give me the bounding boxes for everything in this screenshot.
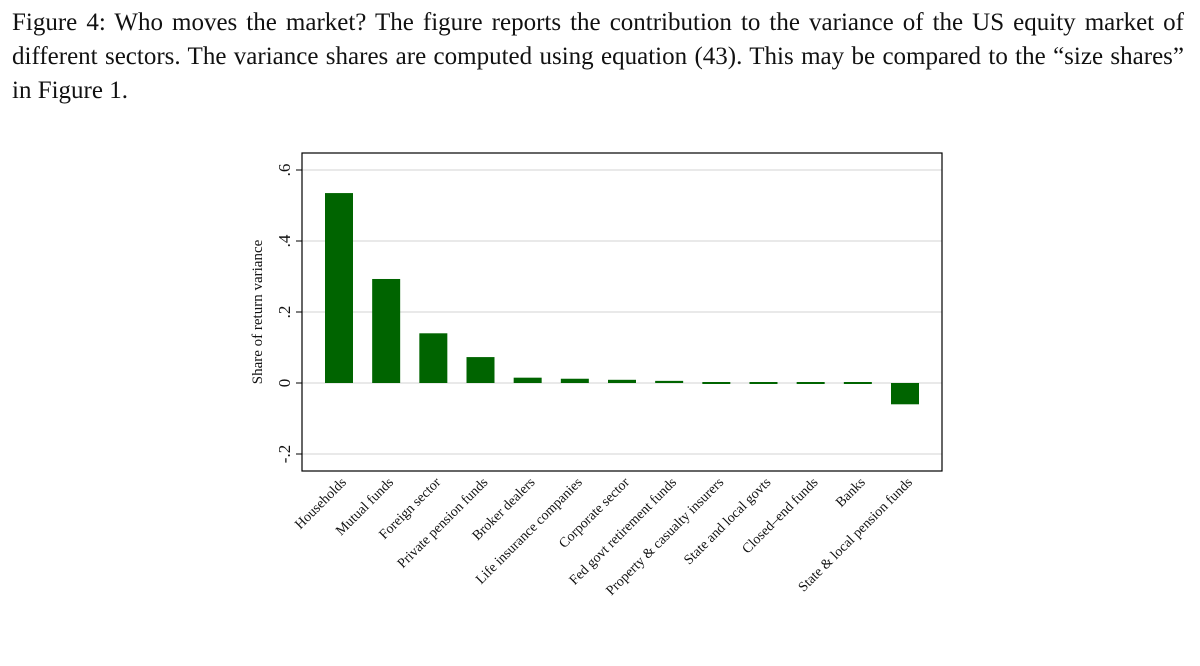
y-axis-title: Share of return variance bbox=[250, 239, 266, 384]
bar bbox=[419, 333, 448, 383]
bar bbox=[843, 382, 872, 384]
y-tick-label: 0 bbox=[275, 379, 294, 388]
y-tick-label: .6 bbox=[275, 164, 294, 177]
figure-caption: Figure 4: Who moves the market? The figu… bbox=[12, 9, 1184, 104]
bar bbox=[513, 377, 542, 383]
bar bbox=[891, 383, 919, 405]
x-tick-label: Banks bbox=[833, 475, 868, 510]
bar bbox=[466, 357, 495, 383]
y-axis: -.2 0 .2 .4 .6 bbox=[275, 164, 302, 463]
x-tick-label: Private pension funds bbox=[395, 475, 491, 571]
gridlines bbox=[302, 169, 942, 455]
bar bbox=[608, 379, 636, 383]
bar bbox=[560, 378, 589, 383]
plot-frame bbox=[301, 152, 943, 472]
bar bbox=[655, 380, 684, 383]
y-tick-label: .4 bbox=[275, 234, 294, 247]
y-tick-label: .2 bbox=[275, 306, 294, 319]
x-tick-label: State and local govts bbox=[682, 475, 775, 568]
bars bbox=[325, 193, 919, 405]
bar bbox=[325, 193, 353, 383]
bar bbox=[372, 278, 401, 383]
bar bbox=[702, 382, 731, 384]
bar bbox=[796, 382, 825, 384]
bar bbox=[749, 382, 778, 384]
y-tick-label: -.2 bbox=[275, 445, 294, 463]
